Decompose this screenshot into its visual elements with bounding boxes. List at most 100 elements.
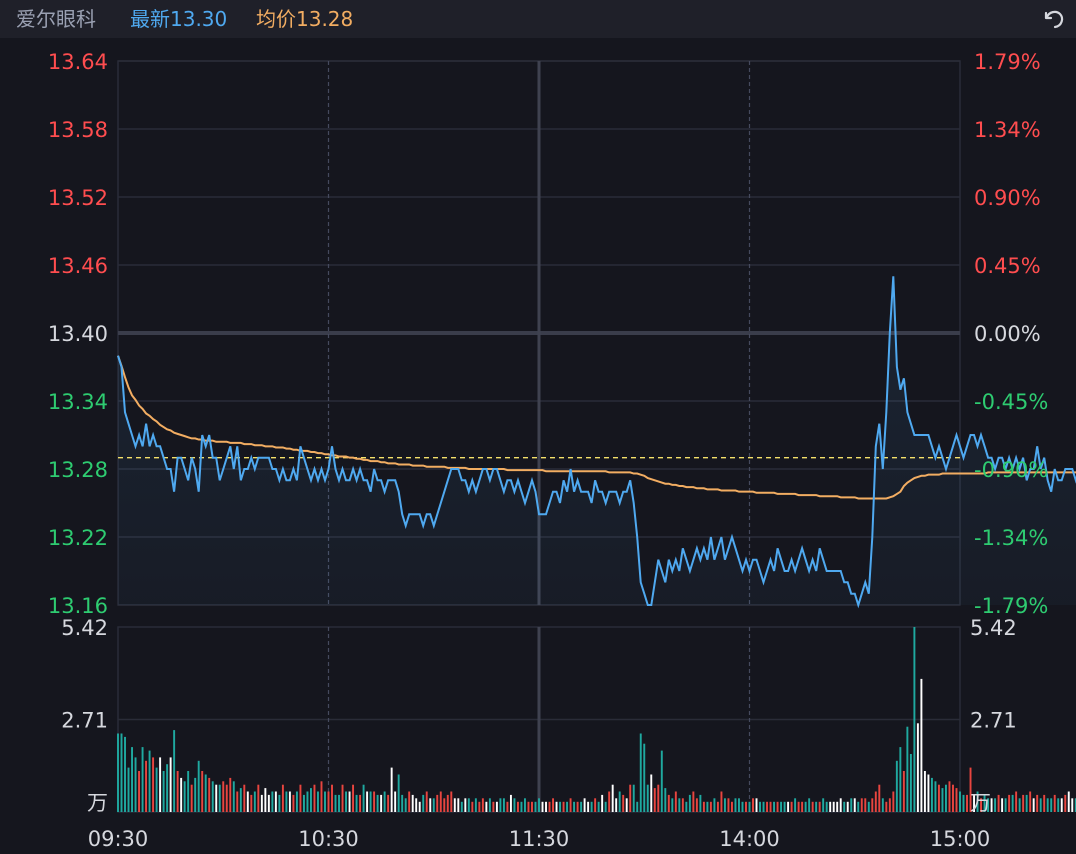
volume-bar	[790, 801, 793, 812]
volume-bar	[874, 791, 877, 812]
volume-bar	[152, 757, 155, 812]
volume-bar	[324, 791, 326, 812]
volume-bar	[288, 791, 291, 812]
volume-bar	[587, 801, 590, 812]
volume-bar	[278, 794, 281, 812]
volume-bar	[822, 798, 825, 812]
volume-bar	[464, 798, 467, 812]
volume-bar	[597, 801, 600, 812]
volume-bar	[573, 801, 576, 812]
volume-bar	[941, 788, 944, 812]
volume-bar	[555, 801, 558, 812]
header-bar: 爱尔眼科 最新13.30 均价13.28	[0, 0, 1076, 38]
volume-bar	[418, 801, 421, 812]
volume-bar	[173, 730, 176, 812]
back-button[interactable]	[1040, 5, 1068, 33]
volume-bar	[552, 798, 554, 812]
volume-bar	[808, 798, 811, 812]
volume-bar	[927, 774, 930, 812]
volume-bar	[471, 801, 474, 812]
volume-bar	[390, 767, 393, 812]
volume-bar	[723, 798, 726, 812]
volume-bar	[362, 784, 365, 812]
volume-bar	[236, 791, 239, 812]
volume-bar	[976, 791, 979, 812]
volume-bar	[646, 784, 649, 812]
volume-bar	[383, 791, 386, 812]
volume-bar	[299, 784, 302, 812]
volume-bar	[124, 736, 126, 812]
volume-unit-label: 万	[87, 791, 108, 815]
volume-bar	[183, 781, 186, 812]
volume-bar	[804, 801, 807, 812]
price-line	[117, 276, 1076, 609]
volume-bar	[495, 801, 498, 812]
volume-bar	[674, 791, 677, 812]
volume-bar	[492, 801, 495, 812]
volume-bar	[148, 750, 151, 812]
volume-bar	[488, 798, 491, 812]
volume-bar	[1015, 791, 1018, 812]
volume-bar	[892, 791, 895, 812]
volume-bar	[138, 771, 141, 812]
volume-bar	[590, 801, 593, 812]
volume-bar	[194, 777, 197, 812]
volume-bar	[457, 798, 460, 812]
volume-bar	[334, 794, 337, 812]
volume-bar	[159, 757, 162, 812]
volume-bar	[415, 798, 418, 812]
volume-bar	[338, 794, 340, 812]
price-tick-label: 13.22	[48, 526, 108, 550]
volume-bar	[127, 767, 130, 812]
volume-bar	[460, 801, 463, 812]
volume-bar	[829, 801, 832, 812]
volume-bar	[955, 788, 958, 812]
volume-bar	[376, 794, 379, 812]
volume-bar	[1046, 798, 1049, 812]
volume-bar	[267, 794, 270, 812]
volume-bar	[667, 794, 670, 812]
volume-tick-label: 5.42	[61, 616, 108, 640]
volume-bar	[176, 771, 179, 812]
volume-bar	[818, 801, 821, 812]
volume-bar	[1018, 798, 1021, 812]
volume-bar	[783, 801, 786, 812]
volume-bar	[1036, 794, 1039, 812]
time-tick-label: 11:30	[509, 827, 570, 851]
volume-bar	[425, 791, 428, 812]
volume-bar	[594, 798, 597, 812]
volume-bar	[531, 801, 533, 812]
volume-bar	[664, 788, 667, 812]
volume-bar	[225, 784, 228, 812]
volume-bar	[857, 801, 860, 812]
volume-bar	[534, 801, 537, 812]
volume-bar	[141, 747, 144, 812]
volume-bar	[559, 801, 562, 812]
volume-bar	[994, 798, 997, 812]
volume-bar	[1074, 798, 1076, 812]
volume-bar	[923, 771, 926, 812]
volume-bar	[959, 791, 961, 812]
volume-bar	[474, 798, 477, 812]
volume-bar	[713, 798, 716, 812]
volume-bar	[1039, 798, 1042, 812]
volume-bar	[681, 798, 684, 812]
volume-bar	[867, 801, 870, 812]
volume-bar	[387, 794, 390, 812]
time-tick-label: 10:30	[298, 827, 359, 851]
volume-bar	[776, 801, 779, 812]
percent-tick-label: -0.90%	[974, 458, 1048, 482]
volume-bar	[973, 794, 975, 812]
price-tick-label: 13.16	[48, 594, 108, 618]
volume-bar	[208, 777, 211, 812]
volume-bar	[825, 801, 828, 812]
volume-bar	[706, 801, 709, 812]
time-tick-label: 15:00	[930, 827, 991, 851]
percent-tick-label: 1.34%	[974, 118, 1041, 142]
volume-bar	[930, 777, 933, 812]
volume-bar	[229, 777, 232, 812]
volume-bar	[366, 791, 369, 812]
volume-bar	[218, 784, 221, 812]
percent-tick-label: -1.34%	[974, 526, 1048, 550]
volume-bar	[562, 801, 565, 812]
